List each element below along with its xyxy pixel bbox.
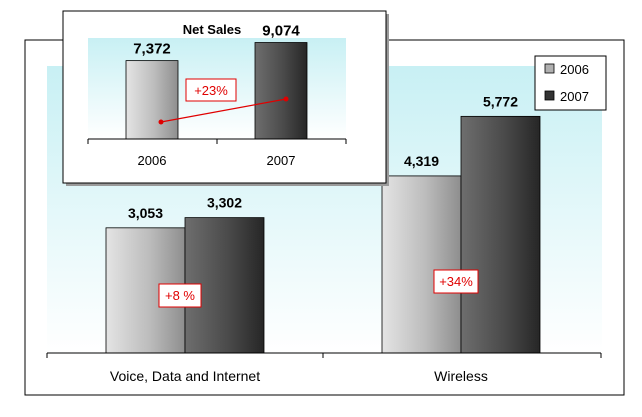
inset-trend-point-2006 bbox=[158, 119, 164, 125]
inset-growth-trend-line bbox=[160, 98, 287, 123]
inset-growth-annotation: +23% bbox=[185, 78, 237, 102]
legend-swatch-2006 bbox=[544, 63, 555, 74]
legend-label-2006: 2006 bbox=[560, 62, 589, 77]
inset-bar-value-label: 7,372 bbox=[133, 41, 171, 58]
inset-trend-point-2007 bbox=[283, 96, 289, 102]
legend-swatch-2007 bbox=[544, 90, 555, 101]
inset-growth-label: +23% bbox=[194, 83, 228, 98]
category-label: Voice, Data and Internet bbox=[110, 368, 260, 384]
bar-wireless-2006 bbox=[381, 175, 462, 354]
voice-growth-label: +8 % bbox=[165, 288, 195, 303]
inset-bar-value-label: 9,074 bbox=[262, 23, 300, 40]
wireless-growth-annotation: +34% bbox=[433, 269, 479, 294]
inset-chart-title: Net Sales bbox=[183, 22, 242, 37]
inset-bar-2006 bbox=[125, 60, 179, 140]
bar-value-label: 3,302 bbox=[207, 195, 242, 211]
legend-label-2007: 2007 bbox=[560, 89, 589, 104]
inset-category-label: 2007 bbox=[267, 153, 296, 168]
voice-growth-annotation: +8 % bbox=[158, 283, 202, 308]
bar-value-label: 5,772 bbox=[483, 93, 518, 109]
bar-value-label: 4,319 bbox=[404, 153, 439, 169]
inset-bar-2007 bbox=[254, 42, 308, 140]
bar-value-label: 3,053 bbox=[128, 205, 163, 221]
bar-wireless-2007 bbox=[460, 115, 541, 354]
legend: 2006 2007 bbox=[534, 55, 607, 111]
category-label: Wireless bbox=[434, 368, 488, 384]
inset-category-label: 2006 bbox=[138, 153, 167, 168]
wireless-growth-label: +34% bbox=[439, 274, 473, 289]
